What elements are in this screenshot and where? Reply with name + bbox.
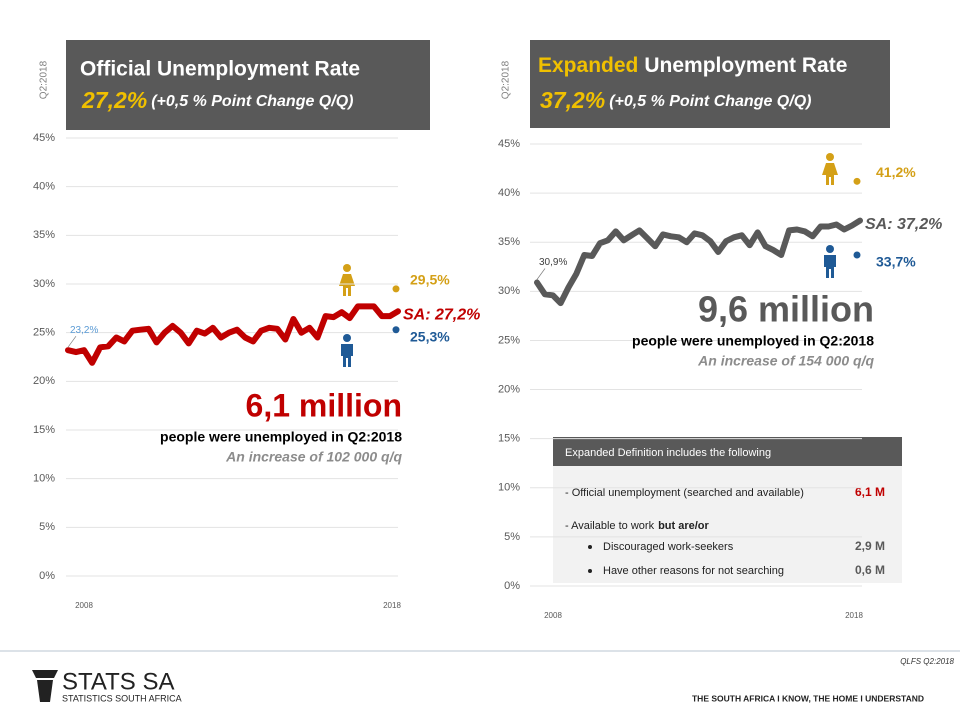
definition-emphasis: but are/or	[658, 520, 709, 532]
value-label: SA: 37,2%	[865, 216, 942, 233]
marker-label: 25,3%	[410, 328, 450, 344]
x-tick-label: 2008	[75, 601, 93, 610]
y-tick-label: 10%	[33, 473, 55, 485]
value-label: 23,2%	[70, 325, 98, 336]
x-tick-label: 2018	[383, 601, 401, 610]
tagline: THE SOUTH AFRICA I KNOW, THE HOME I UNDE…	[692, 693, 924, 703]
definition-header-bg	[553, 437, 902, 466]
y-tick-label: 30%	[498, 285, 520, 297]
y-tick-label: 5%	[39, 521, 55, 533]
male-icon	[824, 245, 836, 278]
y-tick-label: 35%	[33, 229, 55, 241]
headline: 37,2% (+0,5 % Point Change Q/Q)	[540, 87, 811, 113]
y-tick-label: 0%	[504, 580, 520, 592]
y-tick-label: 45%	[498, 138, 520, 150]
label-leader	[536, 268, 546, 280]
series-line	[534, 217, 863, 307]
y-tick-label: 45%	[33, 132, 55, 144]
y-tick-label: 20%	[33, 375, 55, 387]
female-icon	[339, 264, 355, 296]
y-tick-label: 25%	[498, 334, 520, 346]
chart-title: Official Unemployment Rate	[80, 58, 360, 81]
marker-dot	[392, 326, 400, 334]
caption: people were unemployed in Q2:2018	[160, 429, 402, 445]
headline-value: 27,2%	[81, 87, 147, 113]
y-tick-label: 20%	[498, 383, 520, 395]
marker-label: 41,2%	[876, 164, 916, 180]
chart-title: Expanded Unemployment Rate	[538, 54, 847, 77]
definition-text: - Available to work	[565, 520, 655, 532]
bullet	[588, 569, 592, 573]
label-leader	[67, 335, 77, 348]
definition-row: - Official unemployment (searched and av…	[565, 487, 804, 499]
side-label: Q2:2018	[501, 60, 512, 99]
definition-row: Have other reasons for not searching	[603, 565, 784, 577]
brand-sub: STATISTICS SOUTH AFRICA	[62, 693, 182, 703]
y-tick-label: 15%	[33, 424, 55, 436]
big-number: 6,1 million	[246, 387, 402, 423]
marker-dot	[853, 177, 861, 185]
y-tick-label: 30%	[33, 278, 55, 290]
headline-note: (+0,5 % Point Change Q/Q)	[151, 93, 353, 110]
y-tick-label: 40%	[498, 187, 520, 199]
title-box	[66, 40, 430, 130]
definition-row: Discouraged work-seekers	[603, 541, 734, 553]
value-label: SA: 27,2%	[403, 306, 480, 323]
y-tick-label: 15%	[498, 433, 520, 445]
y-tick-label: 0%	[39, 570, 55, 582]
title-box	[530, 40, 890, 128]
definition-value: 6,1 M	[855, 485, 885, 499]
bullet	[588, 545, 592, 549]
x-tick-label: 2008	[544, 611, 562, 620]
brand: STATS SA	[62, 668, 174, 695]
definition-value: 0,6 M	[855, 563, 885, 577]
note: An increase of 102 000 q/q	[225, 449, 402, 465]
male-icon	[341, 334, 353, 367]
y-tick-label: 5%	[504, 531, 520, 543]
marker-label: 29,5%	[410, 272, 450, 288]
logo-icon	[32, 670, 58, 702]
y-tick-label: 40%	[33, 181, 55, 193]
y-tick-label: 35%	[498, 236, 520, 248]
value-label: 30,9%	[539, 257, 567, 268]
y-tick-label: 10%	[498, 482, 520, 494]
x-tick-label: 2018	[845, 611, 863, 620]
title-highlight: Expanded	[538, 54, 638, 77]
source: QLFS Q2:2018	[900, 657, 954, 666]
headline: 27,2% (+0,5 % Point Change Q/Q)	[81, 87, 353, 113]
side-label: Q2:2018	[39, 60, 50, 99]
marker-dot	[392, 285, 400, 293]
title-text: Unemployment Rate	[644, 54, 847, 77]
caption: people were unemployed in Q2:2018	[632, 333, 874, 349]
big-number: 9,6 million	[698, 289, 874, 330]
headline-note: (+0,5 % Point Change Q/Q)	[609, 93, 811, 110]
series-line	[65, 303, 401, 366]
definition-row: - Available to work but are/or	[565, 520, 710, 532]
marker-label: 33,7%	[876, 254, 916, 270]
female-icon	[822, 153, 838, 185]
marker-dot	[853, 251, 861, 259]
note: An increase of 154 000 q/q	[697, 353, 874, 369]
definition-header: Expanded Definition includes the followi…	[565, 447, 771, 459]
y-tick-label: 25%	[33, 327, 55, 339]
definition-value: 2,9 M	[855, 539, 885, 553]
headline-value: 37,2%	[540, 87, 605, 113]
